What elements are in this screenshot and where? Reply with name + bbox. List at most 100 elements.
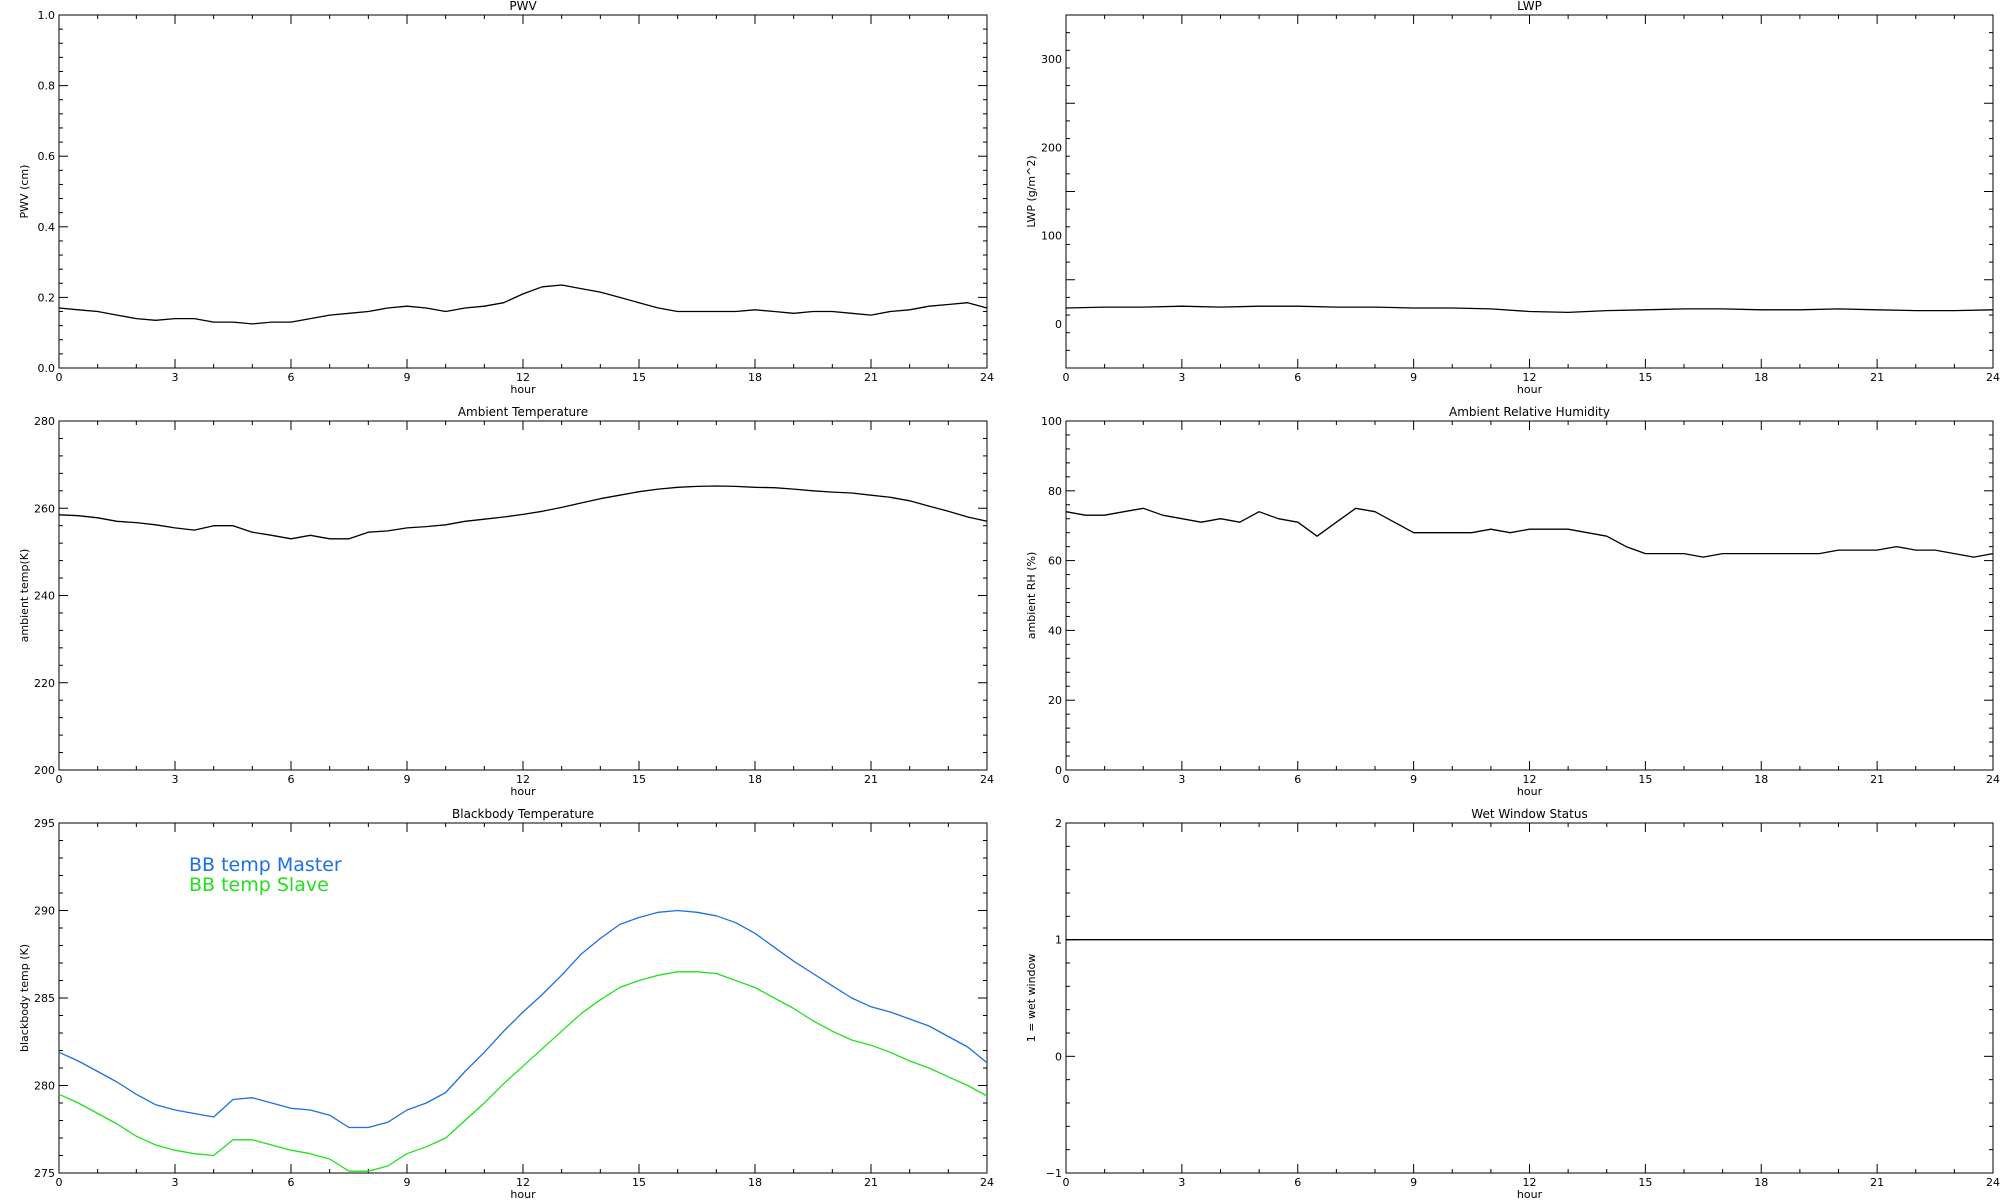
legend-entry: BB temp Master	[189, 854, 342, 876]
x-axis-label: hour	[510, 1188, 536, 1200]
plot-frame	[58, 420, 988, 771]
plot-frame	[1065, 14, 1994, 369]
y-tick-label: 40	[1048, 624, 1062, 637]
x-tick-label: 9	[1410, 371, 1417, 384]
y-tick-label: 285	[34, 992, 55, 1005]
series-line-bb-temp-master	[58, 909, 988, 1129]
chart-panel-pwv: PWV 0 3 6 9 12 15 18 21 24 0.0 0.2 0.4 0.6 0.8 1.0 hour P…	[18, 0, 994, 396]
x-tick-label: 18	[748, 1176, 762, 1189]
y-tick-label: 80	[1048, 485, 1062, 498]
x-tick-label: 3	[172, 371, 179, 384]
plot-frame	[1065, 420, 1994, 771]
x-tick-label: 18	[1754, 371, 1768, 384]
x-tick-label: 3	[172, 1176, 179, 1189]
y-tick-label: 295	[34, 817, 55, 830]
x-tick-label: 12	[516, 773, 530, 786]
x-tick-label: 0	[1063, 371, 1070, 384]
x-tick-label: 3	[1178, 1176, 1185, 1189]
x-tick-label: 24	[1986, 1176, 2000, 1189]
y-tick-label: 100	[1041, 230, 1062, 243]
y-tick-label: 0.6	[38, 150, 56, 163]
chart-title: Blackbody Temperature	[452, 807, 594, 821]
x-tick-label: 9	[1410, 1176, 1417, 1189]
x-tick-label: 24	[1986, 773, 2000, 786]
series-line-bb-temp-slave	[58, 971, 988, 1172]
x-tick-label: 15	[1638, 371, 1652, 384]
chart-panel-ambient-temperature: Ambient Temperature 0 3 6 9 12 15 18 21 24 200 220 2…	[18, 405, 994, 798]
chart-panel-ambient-relative-humidity: Ambient Relative Humidity 0 3 6 9 12 15 18 21 24 0…	[1025, 405, 2000, 798]
x-tick-label: 24	[980, 371, 994, 384]
y-tick-label: 20	[1048, 694, 1062, 707]
y-tick-label: 200	[34, 764, 55, 777]
chart-title: Ambient Temperature	[458, 405, 588, 419]
y-tick-label: 0.8	[38, 80, 56, 93]
y-tick-label: −1	[1046, 1167, 1062, 1180]
x-axis-label: hour	[510, 383, 536, 396]
x-tick-label: 3	[172, 773, 179, 786]
x-tick-label: 0	[56, 371, 63, 384]
y-tick-label: 100	[1041, 415, 1062, 428]
series-line-pwv	[58, 284, 988, 325]
y-tick-label: 0.0	[38, 362, 56, 375]
x-tick-label: 0	[1063, 1176, 1070, 1189]
x-tick-label: 12	[516, 371, 530, 384]
x-tick-label: 12	[516, 1176, 530, 1189]
x-tick-label: 9	[1410, 773, 1417, 786]
y-axis-label: ambient temp(K)	[18, 549, 31, 643]
x-tick-label: 15	[632, 1176, 646, 1189]
y-tick-label: 1.0	[38, 9, 56, 22]
plot-frame	[58, 14, 988, 369]
chart-panel-lwp: LWP 0 3 6 9 12 15 18 21 24 0 100 200 300 hour LWP (g/m^…	[1025, 0, 2000, 396]
x-tick-label: 21	[1870, 773, 1884, 786]
x-tick-label: 12	[1523, 773, 1537, 786]
x-tick-label: 24	[980, 1176, 994, 1189]
x-tick-label: 15	[632, 773, 646, 786]
x-tick-label: 9	[404, 1176, 411, 1189]
series-line-ambient-relative-humidity	[1065, 507, 1994, 558]
x-tick-label: 9	[404, 773, 411, 786]
x-axis-label: hour	[1517, 383, 1543, 396]
y-tick-label: 0	[1055, 318, 1062, 331]
x-tick-label: 15	[632, 371, 646, 384]
series-line-lwp	[1065, 305, 1994, 314]
x-tick-label: 12	[1523, 371, 1537, 384]
y-tick-label: 60	[1048, 555, 1062, 568]
x-tick-label: 15	[1638, 1176, 1652, 1189]
y-tick-label: 0	[1055, 764, 1062, 777]
x-tick-label: 6	[288, 773, 295, 786]
x-tick-label: 6	[1294, 371, 1301, 384]
y-tick-label: 0.4	[38, 221, 56, 234]
y-axis-label: blackbody temp (K)	[18, 944, 31, 1052]
chart-panel-blackbody-temperature: Blackbody Temperature 0 3 6 9 12 15 18 21 24 275 28…	[18, 807, 994, 1200]
x-tick-label: 9	[404, 371, 411, 384]
x-axis-label: hour	[510, 785, 536, 798]
x-tick-label: 6	[1294, 1176, 1301, 1189]
x-tick-label: 6	[288, 371, 295, 384]
x-tick-label: 21	[864, 773, 878, 786]
x-tick-label: 3	[1178, 773, 1185, 786]
y-tick-label: 280	[34, 1080, 55, 1093]
y-tick-label: 260	[34, 502, 55, 515]
x-tick-label: 21	[1870, 1176, 1884, 1189]
x-tick-label: 18	[748, 371, 762, 384]
plot-frame	[1065, 822, 1994, 1174]
x-tick-label: 21	[864, 1176, 878, 1189]
x-tick-label: 15	[1638, 773, 1652, 786]
x-tick-label: 18	[748, 773, 762, 786]
y-tick-label: 0	[1055, 1050, 1062, 1063]
x-tick-label: 18	[1754, 1176, 1768, 1189]
x-tick-label: 18	[1754, 773, 1768, 786]
y-tick-label: 200	[1041, 141, 1062, 154]
x-tick-label: 0	[56, 773, 63, 786]
chart-title: Ambient Relative Humidity	[1449, 405, 1610, 419]
legend-entry: BB temp Slave	[189, 874, 329, 896]
x-tick-label: 24	[1986, 371, 2000, 384]
y-axis-label: LWP (g/m^2)	[1025, 155, 1038, 227]
y-axis-label: PWV (cm)	[18, 165, 31, 219]
chart-title: LWP	[1517, 0, 1542, 13]
x-axis-label: hour	[1517, 1188, 1543, 1200]
y-tick-label: 290	[34, 905, 55, 918]
y-tick-label: 0.2	[38, 291, 56, 304]
